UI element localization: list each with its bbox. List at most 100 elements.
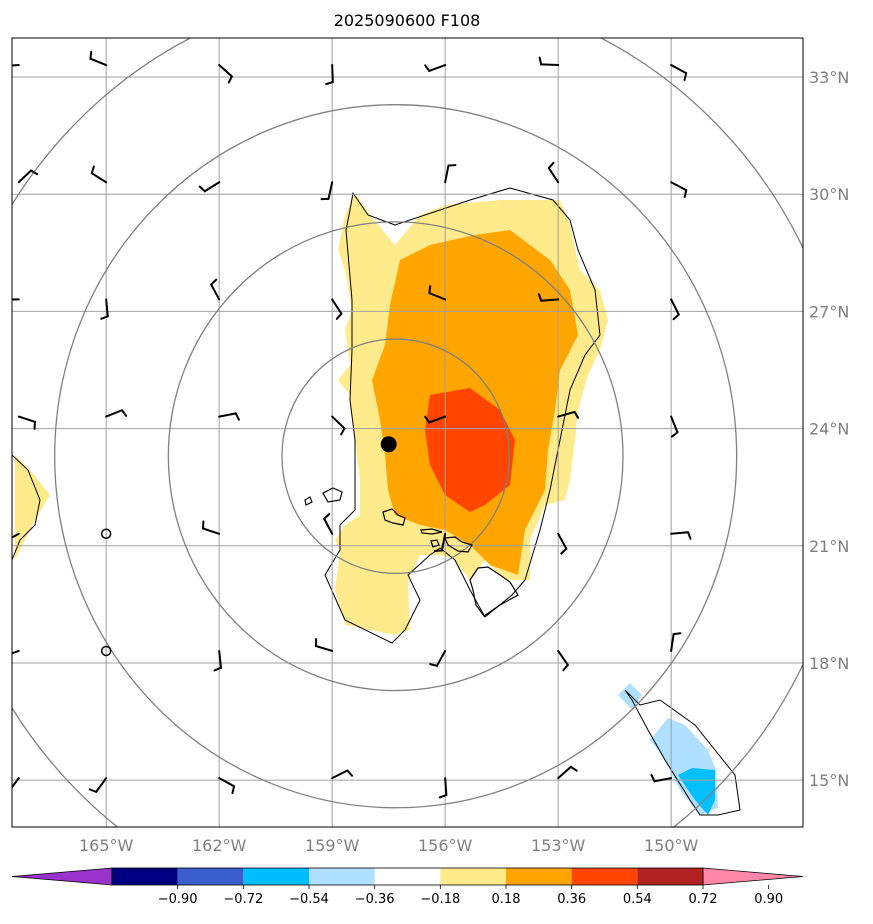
colorbar-swatch <box>177 868 244 885</box>
lat-tick-label: 24°N <box>809 420 849 439</box>
lat-tick-label: 30°N <box>809 185 849 204</box>
colorbar-extend-min <box>11 867 113 886</box>
wind-barb <box>213 649 223 672</box>
colorbar-tick-label: −0.72 <box>223 892 263 907</box>
wind-barb <box>429 649 447 667</box>
wind-barb <box>100 298 109 320</box>
colorbar-tick-label: −0.18 <box>420 892 460 907</box>
colorbar-tick-label: 0.90 <box>754 892 783 907</box>
lon-tick-label: 153°W <box>531 836 586 855</box>
lat-tick-label: 18°N <box>809 654 849 673</box>
wind-barb <box>547 161 560 184</box>
map-title: 2025090600 F108 <box>334 11 481 30</box>
range-ring <box>281 338 510 575</box>
storm-center-marker <box>380 436 397 453</box>
wind-barb <box>424 64 447 72</box>
wind-barb <box>670 415 679 438</box>
wind-barb <box>557 649 569 672</box>
colorbar-tick-label: 0.72 <box>689 892 718 907</box>
wind-barb <box>17 169 39 184</box>
contour-outline-west <box>12 454 41 561</box>
lat-tick-label: 27°N <box>809 302 849 321</box>
lon-tick-label: 165°W <box>79 836 134 855</box>
wind-barb <box>202 520 221 535</box>
wind-barb <box>325 64 334 86</box>
wind-barb <box>320 181 334 201</box>
wind-barb <box>218 777 236 795</box>
lat-tick-label: 33°N <box>809 68 849 87</box>
colorbar: −0.90 −0.72 −0.54 −0.36 −0.18 0.18 0.36 0.54 0.7… <box>11 867 804 907</box>
wind-barb <box>105 409 128 418</box>
wind-barb <box>12 64 20 67</box>
lat-tick-label: 21°N <box>809 537 849 556</box>
lon-tick-label: 150°W <box>644 836 699 855</box>
gridlines <box>12 38 803 827</box>
positive-anomaly-fills <box>15 193 608 635</box>
wind-barb <box>12 532 20 539</box>
wind-barb <box>428 285 447 301</box>
wind-barb <box>424 415 447 424</box>
wind-barb <box>444 164 457 184</box>
wind-barb <box>12 649 20 655</box>
colorbar-tick-label: 0.18 <box>492 892 521 907</box>
longitude-labels: 165°W 162°W 159°W 156°W 153°W 150°W <box>79 836 699 855</box>
wind-barb <box>670 64 688 81</box>
wind-barb <box>218 64 233 84</box>
range-ring <box>54 104 738 809</box>
calm-wind-marker <box>100 528 112 540</box>
map-frame <box>11 37 804 828</box>
colorbar-swatch <box>374 868 441 885</box>
wind-barb <box>438 777 448 799</box>
wind-barb <box>670 181 688 198</box>
wind-barb <box>314 638 334 652</box>
calm-wind-marker <box>100 645 112 657</box>
wind-barb <box>210 278 221 301</box>
wind-barb <box>12 777 20 789</box>
wind-barb <box>537 293 560 302</box>
wind-barb <box>17 415 36 430</box>
colorbar-swatch <box>112 868 178 885</box>
wind-barb <box>557 532 568 555</box>
island-oahu <box>382 508 406 526</box>
colorbar-tick-label: −0.90 <box>158 892 198 907</box>
lat-tick-label: 15°N <box>809 771 849 790</box>
colorbar-swatch <box>243 868 309 885</box>
wind-barb <box>218 412 240 421</box>
wind-barb <box>88 777 108 793</box>
wind-barb <box>650 773 673 783</box>
colorbar-extend-max <box>702 867 804 886</box>
wind-barb <box>89 50 108 67</box>
range-rings <box>12 38 803 827</box>
wind-barbs <box>12 50 692 799</box>
contour-outline-east <box>624 689 741 816</box>
latitude-labels: 33°N 30°N 27°N 24°N 21°N 18°N 15°N <box>809 68 849 790</box>
island-lanai <box>430 539 440 548</box>
island-kauai <box>322 487 343 503</box>
wind-barb <box>331 298 343 320</box>
lon-tick-label: 156°W <box>418 836 473 855</box>
wind-barb <box>12 298 20 301</box>
contour-outline <box>324 187 601 644</box>
wind-barb <box>557 410 580 419</box>
lon-tick-label: 162°W <box>192 836 247 855</box>
colorbar-swatch <box>637 868 703 885</box>
range-ring <box>167 221 624 692</box>
anomaly-fill-0-54-to-0-72 <box>425 388 515 512</box>
colorbar-swatch <box>506 868 572 885</box>
wind-barb <box>670 632 682 652</box>
wind-barb <box>331 415 346 436</box>
colorbar-tick-label: −0.36 <box>355 892 395 907</box>
colorbar-swatch <box>440 868 506 885</box>
wind-barb <box>323 512 334 535</box>
wind-barb <box>557 765 578 780</box>
island-molokai <box>420 528 443 535</box>
hawaiian-islands <box>304 487 519 617</box>
wind-barb <box>670 298 680 321</box>
wind-barb <box>331 769 354 780</box>
wind-barb <box>90 165 108 184</box>
wind-barb <box>538 56 560 67</box>
colorbar-tick-label: 0.36 <box>557 892 586 907</box>
island-maui <box>444 536 473 553</box>
colorbar-tick-label: −0.54 <box>289 892 329 907</box>
map-area <box>12 38 803 827</box>
